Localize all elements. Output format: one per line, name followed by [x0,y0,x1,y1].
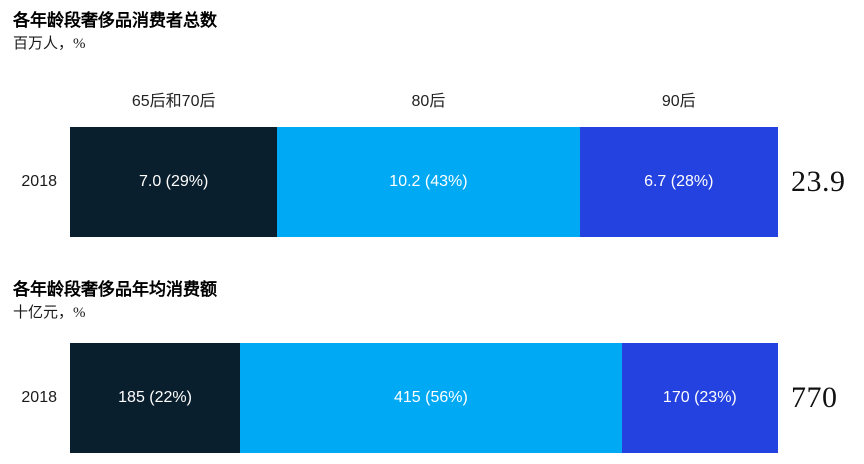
chart1-year-label: 2018 [21,173,57,191]
chart2-subtitle: 十亿元，% [13,305,86,322]
chart-consumers-section: 各年龄段奢侈品消费者总数 百万人，% 65后和70后 80后 90后 2018 … [0,0,864,238]
chart-spend-section: 各年龄段奢侈品年均消费额 十亿元，% 2018 185 (22%) 415 (5… [0,279,864,454]
chart1-bar-row-2018: 2018 7.0 (29%) 10.2 (43%) 6.7 (28%) 23.9 [0,127,864,238]
column-header-65-70: 65后和70后 [131,93,216,110]
chart2-year-label: 2018 [21,389,57,407]
chart1-segment-label-90: 6.7 (28%) [644,173,714,191]
headers-right-spacer [778,92,864,111]
chart2-total-label: 770 [791,381,838,415]
chart2-stacked-bar: 185 (22%) 415 (56%) 170 (23%) [70,343,778,454]
chart1-title: 各年龄段奢侈品消费者总数 [13,11,217,30]
segment-headers: 65后和70后 80后 90后 [0,92,864,111]
chart1-segment-label-80: 10.2 (43%) [389,173,468,191]
chart1-total-label: 23.9 [791,165,846,199]
chart2-title-block: 各年龄段奢侈品年均消费额 十亿元，% [0,279,864,323]
chart1-bar-segment-90: 6.7 (28%) [579,127,778,238]
chart2-bar-row-2018: 2018 185 (22%) 415 (56%) 170 (23%) 770 [0,343,864,454]
headers-track: 65后和70后 80后 90后 [70,92,778,111]
chart2-segment-label-90: 170 (23%) [662,389,737,407]
chart1-bar-segment-65-70: 7.0 (29%) [70,127,278,238]
chart2-bar-segment-90: 170 (23%) [621,343,778,454]
chart2-segment-label-80: 415 (56%) [393,389,468,407]
chart1-bar-segment-80: 10.2 (43%) [277,127,580,238]
chart2-segment-label-65-70: 185 (22%) [118,389,192,407]
chart2-bar-segment-80: 415 (56%) [240,343,622,454]
chart1-segment-label-65-70: 7.0 (29%) [138,173,209,191]
chart1-subtitle: 百万人，% [13,36,86,53]
chart2-bar-segment-65-70: 185 (22%) [70,343,241,454]
chart1-stacked-bar: 7.0 (29%) 10.2 (43%) 6.7 (28%) [70,127,778,238]
headers-left-spacer [0,92,70,111]
column-header-90: 90后 [661,93,696,110]
column-header-80: 80后 [411,93,446,110]
chart2-title: 各年龄段奢侈品年均消费额 [13,280,217,300]
chart1-title-block: 各年龄段奢侈品消费者总数 百万人，% [0,0,864,54]
